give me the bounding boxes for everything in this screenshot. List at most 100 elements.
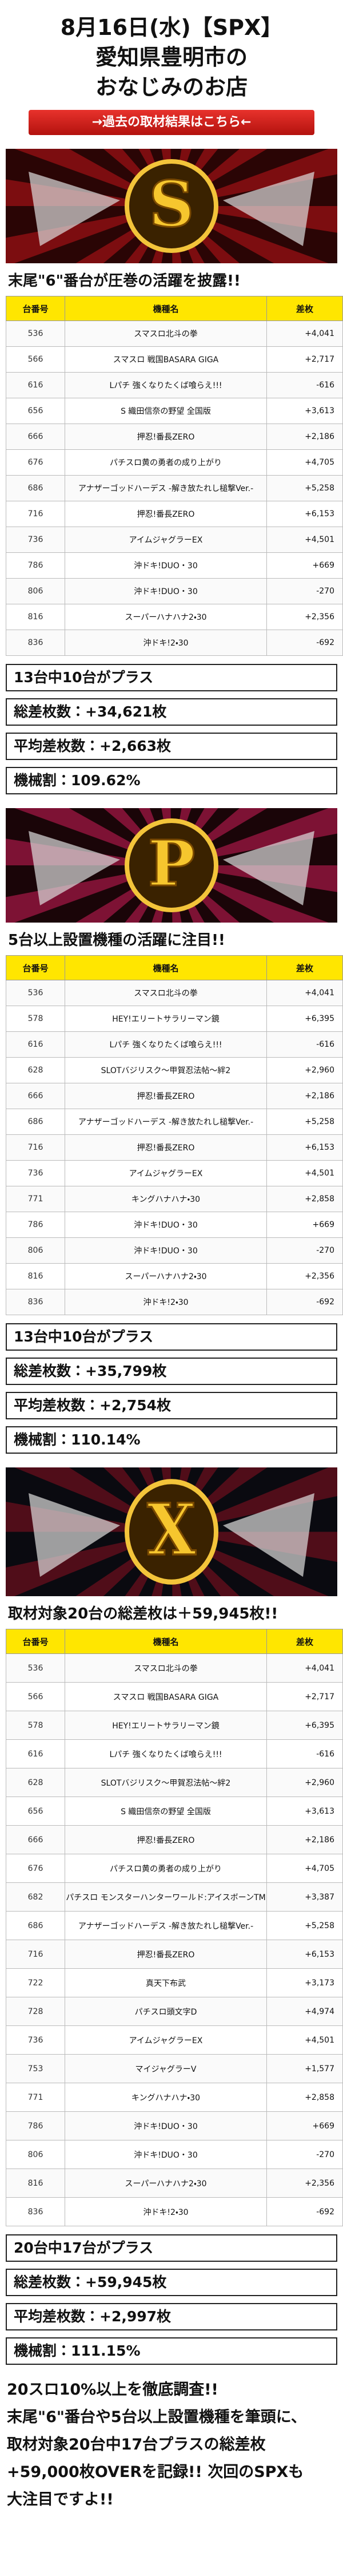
- emblem-ray: [172, 206, 329, 263]
- table-row: 682 パチスロ モンスターハンターワールド:アイスボーンTM +3,387: [6, 1882, 343, 1912]
- machine-number: 816: [6, 1263, 65, 1289]
- machine-name: パチスロ モンスターハンターワールド:アイスボーンTM: [65, 1882, 267, 1912]
- machine-number: 816: [6, 604, 65, 630]
- table-row: 736 アイムジャグラーEX +4,501: [6, 1160, 343, 1186]
- difference: +2,717: [266, 346, 343, 373]
- difference: +2,717: [266, 1682, 343, 1711]
- sections: S 末尾"6"番台が圧巻の活躍を披露!! 台番号 機種名 差枚 536 スマスロ北斗の拳 +4…: [0, 149, 343, 2365]
- table-row: 686 アナザーゴッドハーデス -解き放たれし槌撃Ver.- +5,258: [6, 475, 343, 501]
- machine-number: 666: [6, 424, 65, 450]
- emblem-banner: P: [6, 808, 337, 923]
- machine-number: 786: [6, 552, 65, 579]
- machine-name: アイムジャグラーEX: [65, 1160, 267, 1186]
- summary-item: 平均差枚数：+2,997枚: [6, 2303, 337, 2330]
- difference: +2,186: [266, 424, 343, 450]
- difference: -616: [266, 1739, 343, 1768]
- machine-number: 682: [6, 1882, 65, 1912]
- machine-name: Lパチ 強くなりたくば喰らえ!!!: [65, 372, 267, 398]
- table-row: 736 アイムジャグラーEX +4,501: [6, 2025, 343, 2055]
- machine-number: 816: [6, 2169, 65, 2198]
- summary-item: 平均差枚数：+2,754枚: [6, 1392, 337, 1419]
- difference: +2,356: [266, 1263, 343, 1289]
- machine-name: キングハナハナ・30: [65, 1186, 267, 1212]
- emblem-ray: [172, 149, 268, 206]
- difference: -692: [266, 630, 343, 656]
- column-header: 機種名: [65, 296, 267, 321]
- emblem-ray: [172, 865, 329, 923]
- table-row: 836 沖ドキ!2・30 -692: [6, 1289, 343, 1315]
- column-header: 機種名: [65, 1629, 267, 1654]
- table-row: 786 沖ドキ!DUO・30 +669: [6, 2111, 343, 2140]
- machine-number: 716: [6, 1940, 65, 1969]
- machine-number: 566: [6, 1682, 65, 1711]
- machine-name: アイムジャグラーEX: [65, 2025, 267, 2055]
- difference: +5,258: [266, 1109, 343, 1135]
- machine-number: 616: [6, 372, 65, 398]
- table-row: 656 S 織田信奈の野望 全国版 +3,613: [6, 1797, 343, 1826]
- machine-name: パチスロ黄の勇者の成り上がり: [65, 1854, 267, 1883]
- header-row: 台番号 機種名 差枚: [6, 955, 343, 980]
- table-row: 656 S 織田信奈の野望 全国版 +3,613: [6, 398, 343, 424]
- machine-name: 押忍!番長ZERO: [65, 424, 267, 450]
- machine-number: 578: [6, 1711, 65, 1740]
- emblem-letter: S: [149, 167, 194, 241]
- difference: +3,173: [266, 1968, 343, 1997]
- section-heading: 取材対象20台の総差枚は＋59,945枚!!: [8, 1605, 278, 1623]
- difference: +3,613: [266, 1797, 343, 1826]
- machine-name: 沖ドキ!2・30: [65, 630, 267, 656]
- machine-name: 押忍!番長ZERO: [65, 1083, 267, 1109]
- difference: +1,577: [266, 2054, 343, 2083]
- table-row: 616 Lパチ 強くなりたくば喰らえ!!! -616: [6, 1739, 343, 1768]
- table-row: 628 SLOTバジリスク〜甲賀忍法帖〜絆2 +2,960: [6, 1768, 343, 1797]
- machine-name: スマスロ北斗の拳: [65, 1653, 267, 1683]
- machine-number: 836: [6, 630, 65, 656]
- past-results-link[interactable]: →過去の取材結果はこちら←: [29, 110, 314, 135]
- emblem-disc: [125, 818, 218, 912]
- machine-name: 押忍!番長ZERO: [65, 501, 267, 527]
- emblem-wing-left: [29, 1493, 120, 1577]
- table-row: 566 スマスロ 戦国BASARA GIGA +2,717: [6, 1682, 343, 1711]
- difference: +2,858: [266, 2083, 343, 2112]
- table-row: 578 HEY!エリートサラリーマン鏡 +6,395: [6, 1711, 343, 1740]
- machine-number: 771: [6, 1186, 65, 1212]
- difference: +2,858: [266, 1186, 343, 1212]
- table-row: 616 Lパチ 強くなりたくば喰らえ!!! -616: [6, 372, 343, 398]
- summary-item: 総差枚数：+59,945枚: [6, 2269, 337, 2296]
- machine-name: スマスロ北斗の拳: [65, 320, 267, 347]
- machine-number: 786: [6, 2111, 65, 2140]
- table-row: 616 Lパチ 強くなりたくば喰らえ!!! -616: [6, 1031, 343, 1058]
- machine-number: 628: [6, 1768, 65, 1797]
- table-row: 676 パチスロ黄の勇者の成り上がり +4,705: [6, 1854, 343, 1883]
- difference: +3,613: [266, 398, 343, 424]
- machine-name: パチスロ頭文字D: [65, 1997, 267, 2026]
- machine-name: アナザーゴッドハーデス -解き放たれし槌撃Ver.-: [65, 475, 267, 501]
- emblem-letter: X: [147, 1488, 196, 1572]
- difference: +4,705: [266, 1854, 343, 1883]
- machine-name: アイムジャグラーEX: [65, 527, 267, 553]
- machine-number: 722: [6, 1968, 65, 1997]
- machine-number: 656: [6, 398, 65, 424]
- difference: -692: [266, 2197, 343, 2226]
- machine-number: 686: [6, 475, 65, 501]
- difference: +6,395: [266, 1006, 343, 1032]
- difference: +6,153: [266, 1134, 343, 1161]
- column-header: 機種名: [65, 955, 267, 980]
- summary-item: 20台中17台がプラス: [6, 2234, 337, 2262]
- results-table: 台番号 機種名 差枚 536 スマスロ北斗の拳 +4,041 566 スマスロ 戦国BASAR…: [6, 296, 343, 656]
- difference: +6,395: [266, 1711, 343, 1740]
- machine-number: 736: [6, 1160, 65, 1186]
- column-header: 台番号: [6, 1629, 65, 1654]
- section-heading: 5台以上設置機種の活躍に注目!!: [8, 932, 225, 949]
- difference: -692: [266, 1289, 343, 1315]
- machine-number: 771: [6, 2083, 65, 2112]
- emblem-disc: [125, 159, 218, 253]
- machine-number: 578: [6, 1006, 65, 1032]
- machine-name: アナザーゴッドハーデス -解き放たれし槌撃Ver.-: [65, 1109, 267, 1135]
- difference: +2,186: [266, 1083, 343, 1109]
- emblem-disc: [125, 1479, 218, 1585]
- table-row: 716 押忍!番長ZERO +6,153: [6, 1940, 343, 1969]
- machine-name: 沖ドキ!DUO・30: [65, 1237, 267, 1264]
- machine-number: 736: [6, 2025, 65, 2055]
- difference: +5,258: [266, 475, 343, 501]
